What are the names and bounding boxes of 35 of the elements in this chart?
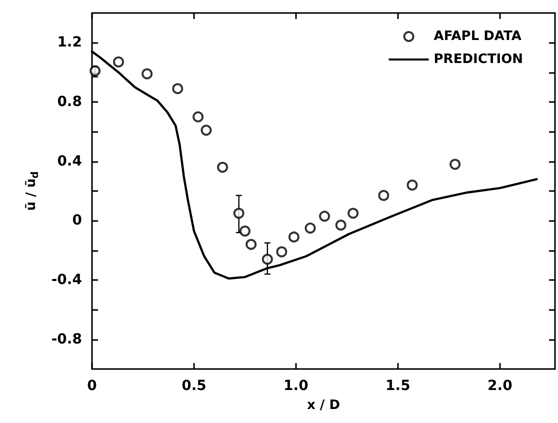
point	[239, 226, 250, 237]
point	[276, 246, 288, 258]
x-tick-label: 2.0	[488, 378, 513, 394]
point	[262, 254, 273, 265]
legend-label: PREDICTION	[434, 52, 524, 67]
y-tick-label: 0	[72, 212, 82, 229]
x-tick-label: 1.0	[284, 378, 309, 394]
point	[200, 124, 212, 136]
point	[113, 56, 124, 68]
x-tick-label: 1.5	[386, 378, 410, 394]
x-axis-title: x / D	[307, 398, 340, 413]
point	[288, 231, 300, 242]
point	[142, 68, 153, 80]
legend-label: AFAPL DATA	[434, 29, 522, 44]
y-tick-label: -0.4	[51, 272, 82, 288]
point	[246, 238, 257, 250]
point	[406, 180, 418, 191]
point	[319, 210, 330, 222]
x-tick-label: 0	[87, 378, 98, 394]
point	[192, 111, 204, 122]
y-axis-title: ū / ūd	[24, 171, 41, 211]
y-tick-label: -0.8	[51, 331, 82, 348]
point	[217, 162, 228, 173]
y-tick-label: 0.4	[57, 153, 82, 170]
y-tick-label: 1.2	[57, 34, 82, 51]
point	[348, 208, 359, 219]
point	[90, 65, 101, 76]
point	[233, 208, 244, 219]
point	[378, 190, 390, 201]
point	[304, 222, 316, 234]
x-tick-label: 0.5	[182, 378, 206, 394]
point	[335, 220, 346, 231]
point	[172, 83, 184, 94]
point	[450, 158, 461, 170]
y-tick-label: 0.8	[57, 94, 82, 110]
